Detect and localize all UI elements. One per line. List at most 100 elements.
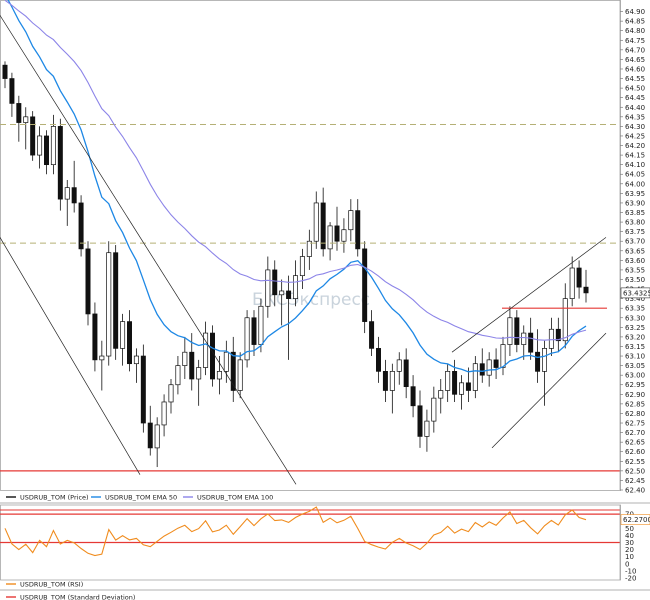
candle-body-down (113, 252, 119, 349)
candle-body-up (154, 424, 160, 449)
legend-label: USDRUB_TOM EMA 50 (105, 494, 177, 502)
y-tick-label: 63.10 (625, 353, 645, 361)
candle-body-down (30, 116, 36, 156)
y-tick-label: 64.30 (625, 123, 645, 131)
rsi-tick-label: 10 (625, 553, 634, 561)
candle-body-up (293, 275, 298, 299)
candle-body-up (389, 370, 395, 391)
y-tick-label: 63.15 (625, 343, 645, 351)
candle-body-up (216, 370, 222, 380)
candle-body-down (230, 351, 236, 391)
candle-body-up (64, 187, 70, 200)
y-tick-label: 62.95 (625, 381, 645, 389)
y-tick-label: 64.90 (625, 8, 645, 16)
y-tick-label: 62.50 (625, 467, 645, 475)
y-tick-label: 62.70 (625, 429, 645, 437)
y-tick-label: 64.50 (625, 85, 645, 93)
candle-body-up (258, 305, 264, 345)
candle-body-up (120, 321, 126, 349)
candle-body-down (57, 126, 63, 200)
candle-body-up (168, 384, 174, 403)
last-value-label: 63.4325 (623, 289, 650, 297)
y-tick-label: 63.75 (625, 228, 645, 236)
candle-body-down (9, 78, 15, 104)
candle-body-up (203, 332, 209, 368)
y-tick-label: 64.75 (625, 37, 645, 45)
candle-body-up (438, 390, 444, 399)
y-tick-label: 64.55 (625, 75, 645, 83)
rsi-tick-label: 20 (625, 546, 634, 554)
y-tick-label: 63.35 (625, 305, 645, 313)
rsi-tick-label: 50 (625, 525, 634, 533)
candle-body-up (175, 365, 181, 386)
legend-label: USDRUB_TOM (Price) (20, 494, 89, 502)
y-tick-label: 62.80 (625, 410, 645, 418)
y-tick-label: 64.35 (625, 113, 645, 121)
legend-label: USDRUB_TOM EMA 100 (197, 494, 273, 502)
candle-body-down (210, 332, 215, 380)
candle-body-down (479, 363, 485, 376)
candle-body-up (348, 210, 354, 231)
candle-body-up (486, 359, 492, 376)
y-tick-label: 64.20 (625, 142, 645, 150)
rsi-last-value-label: 62.2700 (623, 516, 650, 524)
candle-body-down (362, 248, 368, 322)
y-tick-label: 64.25 (625, 132, 645, 140)
std-legend-label: USDRUB_TOM (Standard Deviation) (20, 594, 135, 600)
ema-100-line (4, 0, 587, 341)
candle-body-down (555, 328, 561, 342)
candle-body-down (382, 370, 388, 391)
y-tick-label: 63.25 (625, 324, 645, 332)
rsi-line (4, 506, 587, 557)
trend-line-upper (0, 15, 297, 485)
price-panel-frame (0, 0, 621, 491)
candle-body-up (548, 328, 554, 349)
y-tick-label: 62.40 (625, 487, 645, 495)
y-tick-label: 63.60 (625, 257, 645, 265)
overlay-lines (0, 0, 620, 485)
candle-body-down (583, 286, 589, 294)
candle-body-up (341, 229, 347, 242)
ema-50-line (7, 0, 587, 373)
candle-body-up (424, 420, 430, 437)
candle-body-down (92, 313, 98, 361)
candle-body-up (106, 252, 112, 357)
candle-body-down (355, 210, 361, 250)
candle-body-up (299, 256, 305, 277)
y-tick-label: 63.65 (625, 247, 645, 255)
candle-body-down (71, 187, 77, 204)
y-tick-label: 64.80 (625, 27, 645, 35)
candle-body-up (431, 397, 437, 422)
candle-body-up (37, 135, 43, 156)
last-value-box (620, 287, 650, 299)
candle-body-up (327, 225, 333, 250)
candle-body-up (306, 240, 312, 257)
candle-body-down (514, 317, 520, 345)
y-tick-label: 64.45 (625, 94, 645, 102)
y-tick-label: 63.40 (625, 295, 645, 303)
candle-body-up (459, 382, 464, 395)
y-tick-label: 63.00 (625, 372, 645, 380)
y-tick-label: 64.05 (625, 171, 645, 179)
candle-body-up (396, 359, 402, 372)
candle-body-down (528, 332, 534, 353)
candle-body-down (78, 202, 84, 250)
candle-body-up (161, 401, 167, 426)
candle-body-down (410, 386, 416, 407)
rsi-legend-label: USDRUB_TOM (RSI) (20, 581, 83, 589)
candle-body-up (542, 348, 547, 372)
candle-body-down (452, 370, 458, 395)
y-tick-label: 62.55 (625, 458, 645, 466)
candle-body-down (334, 225, 340, 242)
candle-body-down (535, 351, 541, 372)
candle-body-down (272, 269, 278, 296)
candle-body-up (569, 267, 575, 299)
y-tick-label: 62.90 (625, 391, 645, 399)
grid (0, 0, 621, 491)
y-tick-label: 62.75 (625, 420, 645, 428)
candle-body-down (320, 202, 326, 250)
candle-body-up (313, 202, 319, 242)
y-tick-label: 64.65 (625, 56, 645, 64)
